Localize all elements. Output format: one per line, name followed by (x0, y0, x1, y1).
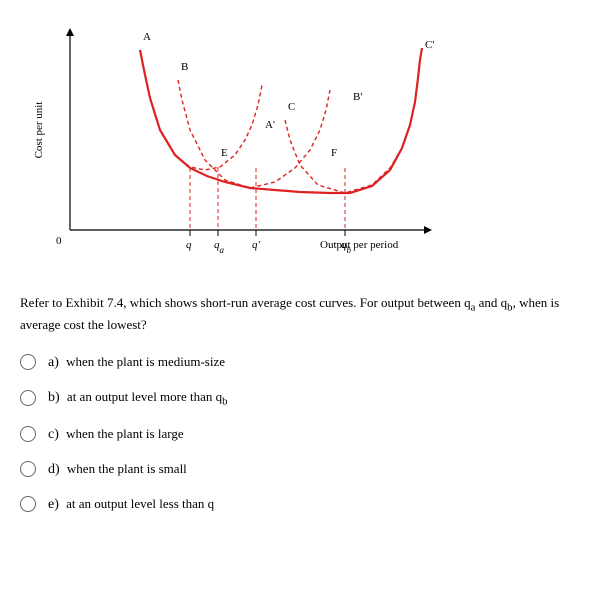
svg-text:E: E (221, 147, 228, 159)
cost-curves-chart: Cost per unit 0 Output per period A B E A' C F B'… (20, 20, 440, 260)
svg-text:C: C (288, 101, 295, 113)
svg-text:q: q (186, 239, 192, 251)
radio-icon (20, 461, 36, 477)
option-label: c) when the plant is large (48, 426, 184, 443)
svg-text:C': C' (425, 39, 434, 51)
option-e[interactable]: e) at an output level less than q (20, 496, 592, 513)
option-label: d) when the plant is small (48, 461, 187, 478)
radio-icon (20, 426, 36, 442)
option-a[interactable]: a) when the plant is medium-size (20, 354, 592, 371)
svg-text:B': B' (353, 91, 362, 103)
svg-text:Cost per unit: Cost per unit (33, 102, 45, 159)
option-c[interactable]: c) when the plant is large (20, 426, 592, 443)
svg-text:A: A (143, 31, 151, 43)
radio-icon (20, 354, 36, 370)
options-list: a) when the plant is medium-size b) at a… (20, 354, 592, 513)
svg-text:0: 0 (56, 235, 62, 247)
svg-text:q': q' (252, 239, 261, 251)
svg-text:A': A' (265, 119, 275, 131)
option-b[interactable]: b) at an output level more than qb (20, 389, 592, 408)
svg-text:Output per period: Output per period (320, 239, 399, 251)
option-label: b) at an output level more than qb (48, 389, 228, 408)
svg-text:qa: qa (214, 239, 225, 255)
svg-text:F: F (331, 147, 337, 159)
chart-container: Cost per unit 0 Output per period A B E A' C F B'… (20, 20, 592, 264)
option-label: a) when the plant is medium-size (48, 354, 225, 371)
radio-icon (20, 390, 36, 406)
option-label: e) at an output level less than q (48, 496, 214, 513)
radio-icon (20, 496, 36, 512)
option-d[interactable]: d) when the plant is small (20, 461, 592, 478)
question-text: Refer to Exhibit 7.4, which shows short-… (20, 294, 592, 334)
svg-text:B: B (181, 61, 188, 73)
